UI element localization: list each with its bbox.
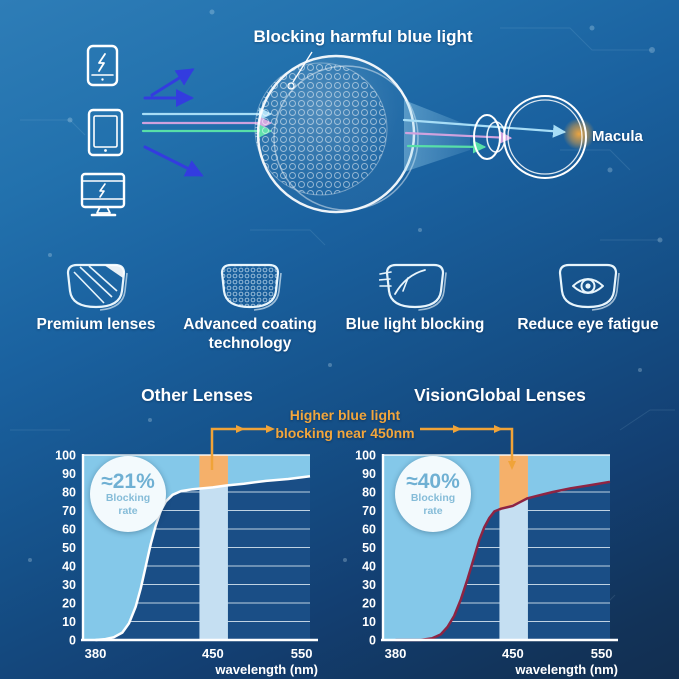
x-tick-label: 450 (502, 646, 524, 661)
y-tick-label: 60 (362, 523, 376, 537)
y-tick-label: 40 (362, 560, 376, 574)
y-tick-label: 20 (62, 597, 76, 611)
blocking-rate-value: ≈21% (101, 470, 155, 494)
eye-diagram (473, 95, 595, 179)
light-beam (404, 100, 470, 172)
feature-label-premium-lenses: Premium lenses (36, 316, 156, 333)
annotation-line-2: blocking near 450nm (275, 424, 415, 441)
blocking-rate-badge-other: ≈21% Blocking rate (90, 456, 166, 532)
x-axis-label: wavelength (nm) (514, 662, 618, 677)
y-tick-label: 30 (362, 578, 376, 592)
chart-title-other-lenses: Other Lenses (141, 385, 253, 405)
feature-label-blue-light-blocking: Blue light blocking (345, 316, 485, 333)
blocking-rate-note: Blocking (410, 492, 456, 505)
blue-light-diagram (80, 44, 595, 217)
feature-label-reduce-eye-fatigue: Reduce eye fatigue (517, 316, 659, 333)
y-tick-label: 80 (62, 486, 76, 500)
premium-lenses-icon (66, 263, 128, 311)
macula-glow (563, 118, 595, 150)
y-tick-label: 10 (362, 615, 376, 629)
y-tick-label: 0 (69, 634, 76, 648)
blocking-rate-badge-visionglobal: ≈40% Blocking rate (395, 456, 471, 532)
y-tick-label: 70 (62, 504, 76, 518)
y-tick-label: 50 (62, 541, 76, 555)
lens (254, 54, 419, 214)
reduce-eye-fatigue-icon (558, 263, 620, 311)
page-title: Blocking harmful blue light (253, 27, 473, 46)
blocking-rate-note: rate (118, 504, 138, 517)
y-tick-label: 50 (362, 541, 376, 555)
y-tick-label: 100 (55, 449, 76, 463)
blocking-rate-note: Blocking (105, 492, 151, 505)
blocking-band-450nm (199, 455, 228, 489)
macula-label: Macula (592, 128, 643, 145)
y-tick-label: 40 (62, 560, 76, 574)
x-tick-label: 380 (85, 646, 107, 661)
monitor-icon (80, 172, 126, 217)
y-tick-label: 60 (62, 523, 76, 537)
y-tick-label: 10 (62, 615, 76, 629)
feature-label-coating-technology: Advanced coating technology (183, 316, 317, 352)
blue-light-rays (141, 68, 273, 177)
x-tick-label: 380 (385, 646, 407, 661)
x-tick-label: 450 (202, 646, 224, 661)
chart-title-visionglobal-lenses: VisionGlobal Lenses (414, 385, 586, 405)
y-tick-label: 90 (62, 467, 76, 481)
x-axis-label: wavelength (nm) (214, 662, 318, 677)
transmitted-rays (402, 118, 567, 154)
y-tick-label: 30 (62, 578, 76, 592)
title-pointer-line (287, 51, 313, 90)
y-tick-label: 70 (362, 504, 376, 518)
blocking-rate-note: rate (423, 504, 443, 517)
smartphone-icon (86, 44, 119, 87)
y-tick-label: 20 (362, 597, 376, 611)
lens-coating-pattern (254, 62, 388, 196)
y-tick-label: 90 (362, 467, 376, 481)
transmission-curve (395, 480, 611, 642)
coating-technology-icon (220, 263, 282, 311)
x-tick-label: 550 (591, 646, 613, 661)
chart-visionglobal-lenses: 0 10 20 30 40 50 60 70 80 90 100 380 450 550wavelengt… (355, 449, 618, 677)
tablet-icon (87, 108, 124, 157)
annotation-line-1: Higher blue light (289, 407, 401, 423)
y-tick-label: 0 (369, 634, 376, 648)
blocking-rate-value: ≈40% (406, 470, 460, 494)
blocking-band-450nm (499, 455, 528, 510)
x-tick-label: 550 (291, 646, 313, 661)
y-tick-label: 80 (362, 486, 376, 500)
y-tick-label: 100 (355, 449, 376, 463)
blue-light-blocking-icon (379, 263, 447, 311)
annotation-text: Higher blue light blocking near 450nm (235, 407, 455, 442)
